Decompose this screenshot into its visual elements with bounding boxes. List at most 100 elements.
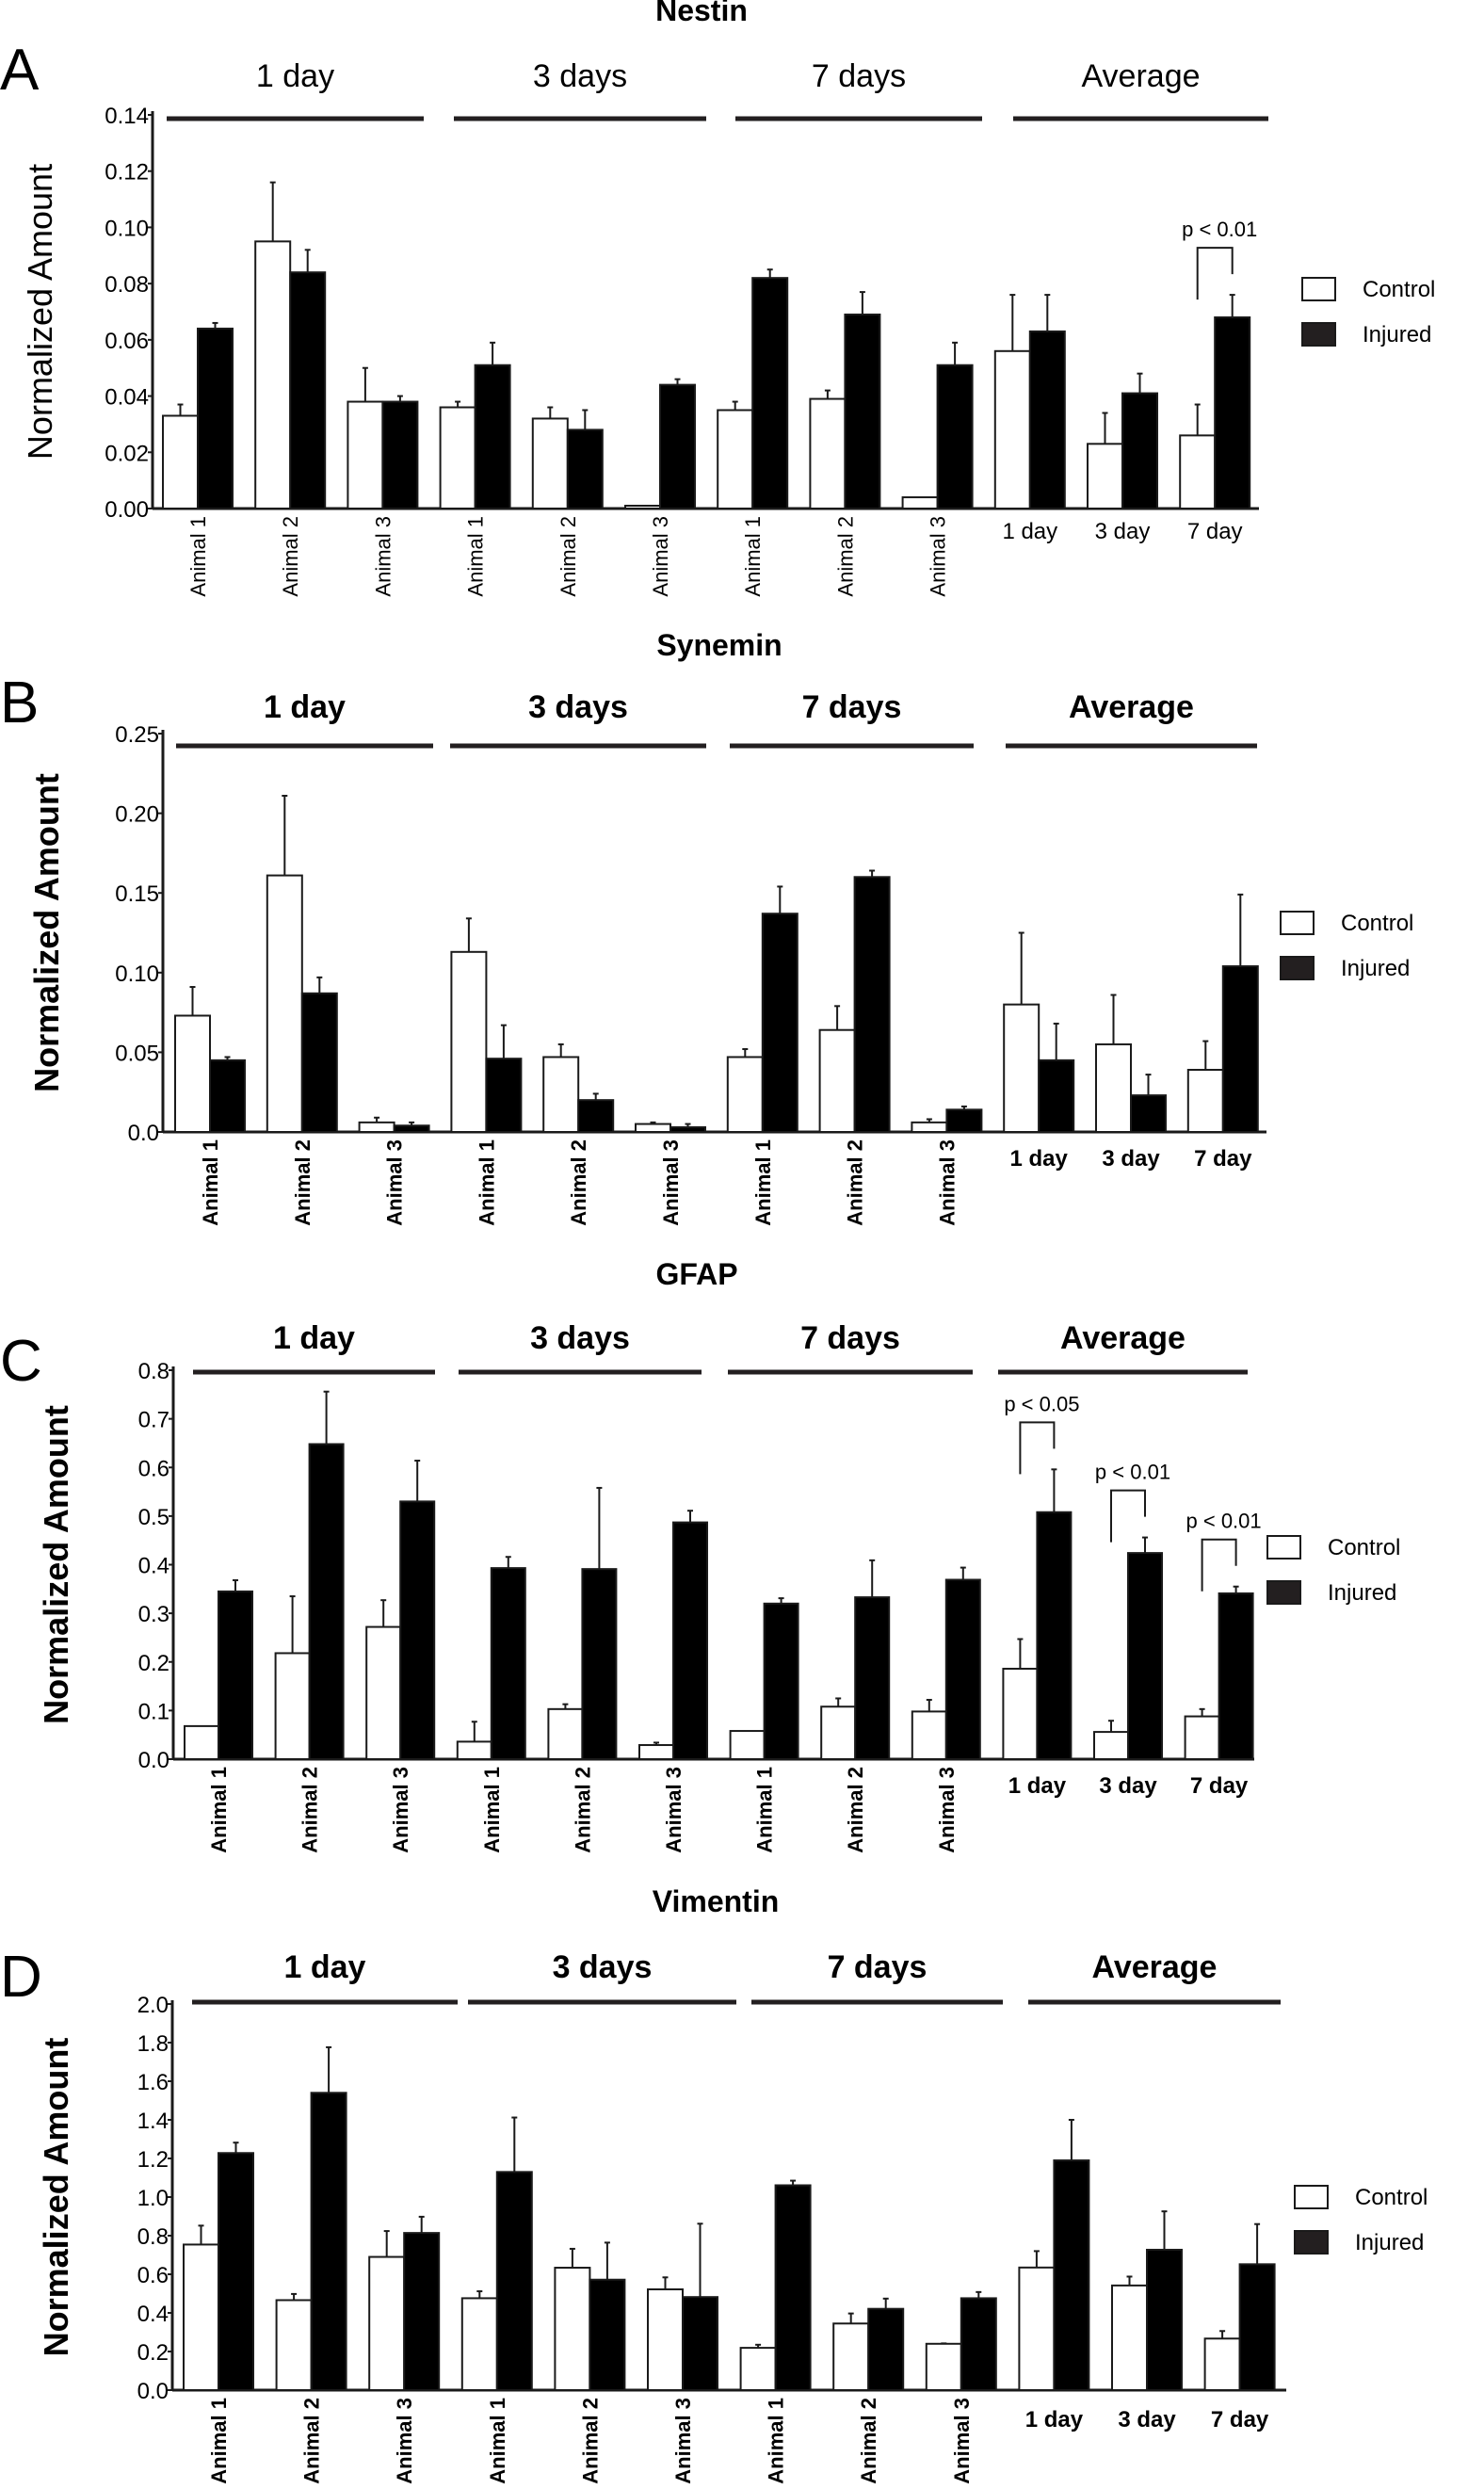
control-bar <box>547 1707 584 1761</box>
control-bar <box>925 2342 962 2392</box>
control-bar <box>1111 2284 1148 2391</box>
x-category-label: Animal 2 <box>291 1139 315 1226</box>
y-tick-label: 0.10 <box>115 962 159 987</box>
injured-bar <box>403 2232 441 2391</box>
legend-swatch-injured <box>1280 956 1315 980</box>
legend-label-injured: Injured <box>1328 1580 1396 1606</box>
x-category-label: 7 day <box>1194 1146 1252 1172</box>
x-category-label: 1 day <box>1010 1146 1069 1172</box>
injured-bar <box>682 2296 718 2391</box>
y-tick-label: 0.0 <box>138 1748 169 1773</box>
injured-bar <box>218 2152 254 2392</box>
injured-bar <box>300 992 338 1134</box>
injured-bar <box>485 1058 523 1133</box>
injured-bar <box>581 1568 618 1760</box>
injured-bar <box>761 913 798 1133</box>
x-category-label: Animal 2 <box>298 1767 322 1853</box>
injured-bar <box>936 364 974 509</box>
injured-bar <box>945 1108 983 1134</box>
control-bar <box>542 1056 580 1133</box>
legend-label-control: Control <box>1328 1535 1400 1560</box>
legend-swatch-injured <box>1266 1580 1301 1605</box>
control-bar <box>809 397 847 509</box>
injured-bar <box>1146 2248 1183 2392</box>
control-bar <box>358 1121 395 1134</box>
x-category-label: 7 day <box>1211 2407 1269 2432</box>
group-header-label: 7 days <box>800 1320 900 1356</box>
control-bar <box>554 2267 591 2392</box>
y-tick-label: 0.6 <box>137 2263 169 2288</box>
panel-d-vimentin: Vimentin D Normalized Amount 0.0 0.2 0.4 0.6… <box>0 1884 1428 2484</box>
y-tick-label: 0.05 <box>115 1041 159 1066</box>
panel-letter: D <box>0 1945 42 2010</box>
group-header-label: 3 days <box>528 689 628 725</box>
y-tick-label: 0.04 <box>105 385 149 411</box>
legend-label-injured: Injured <box>1363 322 1431 347</box>
legend-label-control: Control <box>1355 2185 1428 2210</box>
control-bar <box>1184 1715 1220 1760</box>
panel-b-synemin: Synemin B Normalized Amount 0.0 0.05 0.10 0.… <box>0 628 1413 1226</box>
control-bar <box>1186 1069 1224 1133</box>
x-category-label: Animal 3 <box>649 516 672 597</box>
injured-bar <box>944 1578 981 1761</box>
control-bar <box>450 950 488 1134</box>
control-bar <box>993 349 1031 509</box>
y-tick-label: 0.4 <box>138 1554 169 1579</box>
x-category-label: Animal 2 <box>300 2398 324 2484</box>
injured-bar <box>209 1059 246 1133</box>
x-category-label: Animal 3 <box>927 516 950 597</box>
control-bar <box>275 2299 313 2391</box>
injured-bar <box>669 1125 706 1133</box>
control-bar <box>1179 434 1217 509</box>
x-category-label: Animal 2 <box>279 516 302 597</box>
chart-title: Synemin <box>656 628 782 662</box>
y-tick-label: 2.0 <box>137 1993 169 2018</box>
injured-bar <box>381 400 419 509</box>
group-header-label: 7 days <box>812 58 906 94</box>
p-value-label: p < 0.01 <box>1186 1510 1262 1533</box>
x-category-label: Animal 3 <box>389 1767 412 1853</box>
y-axis-label: Normalized Amount <box>21 164 59 460</box>
legend-label-control: Control <box>1341 911 1413 936</box>
injured-bar <box>495 2171 533 2392</box>
legend-swatch-control <box>1301 277 1336 301</box>
control-bar <box>1003 1003 1040 1134</box>
x-category-label: Animal 1 <box>186 516 210 597</box>
group-header-label: Average <box>1081 58 1200 94</box>
control-bar <box>739 2347 777 2391</box>
y-axis-label: Normalized Amount <box>37 2038 75 2357</box>
y-tick-label: 0.3 <box>138 1602 169 1627</box>
injured-bar <box>844 313 881 509</box>
injured-bar <box>577 1099 615 1134</box>
injured-bar <box>659 383 696 509</box>
x-category-label: 1 day <box>1002 519 1057 544</box>
y-tick-label: 0.20 <box>115 802 159 828</box>
x-category-label: Animal 3 <box>935 1767 959 1853</box>
control-bar <box>1093 1731 1129 1760</box>
significance-bracket <box>1196 247 1234 300</box>
x-category-label: 1 day <box>1008 1773 1067 1799</box>
group-header-label: 7 days <box>828 1949 928 1985</box>
control-bar <box>1002 1667 1039 1761</box>
control-bar <box>1018 2266 1056 2391</box>
x-category-label: Animal 1 <box>765 2398 788 2484</box>
injured-bar <box>1036 1511 1073 1760</box>
x-category-label: Animal 1 <box>486 2398 509 2484</box>
x-category-label: Animal 3 <box>662 1767 686 1853</box>
chart-title: GFAP <box>655 1257 737 1291</box>
control-bar <box>162 414 199 510</box>
panel-letter: C <box>0 1329 42 1394</box>
significance-bracket <box>1110 1489 1146 1543</box>
x-category-label: Animal 1 <box>207 2398 231 2484</box>
group-header-label: 3 days <box>553 1949 653 1985</box>
control-bar <box>818 1028 856 1134</box>
control-bar <box>901 496 939 509</box>
injured-bar <box>774 2184 812 2392</box>
x-category-label: Animal 2 <box>556 516 580 597</box>
y-tick-label: 1.0 <box>137 2186 169 2211</box>
legend-swatch-control <box>1266 1535 1301 1560</box>
x-category-label: Animal 3 <box>935 1139 959 1226</box>
x-category-label: Animal 2 <box>844 1139 867 1226</box>
y-tick-label: 0.15 <box>115 881 159 907</box>
